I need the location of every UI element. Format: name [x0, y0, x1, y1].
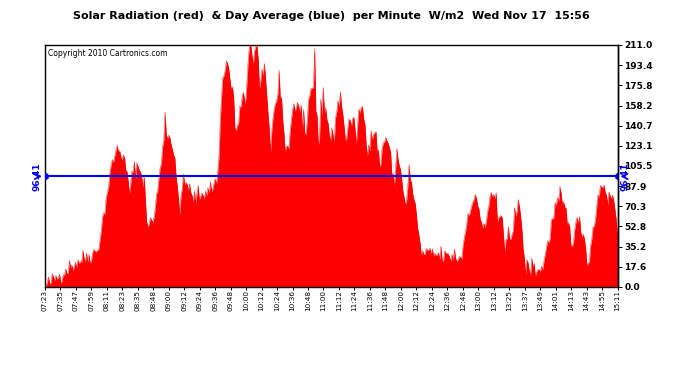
Text: 96.41: 96.41 — [621, 162, 630, 190]
Text: Solar Radiation (red)  & Day Average (blue)  per Minute  W/m2  Wed Nov 17  15:56: Solar Radiation (red) & Day Average (blu… — [73, 11, 589, 21]
Text: Copyright 2010 Cartronics.com: Copyright 2010 Cartronics.com — [48, 49, 168, 58]
Text: 96.41: 96.41 — [32, 162, 41, 190]
